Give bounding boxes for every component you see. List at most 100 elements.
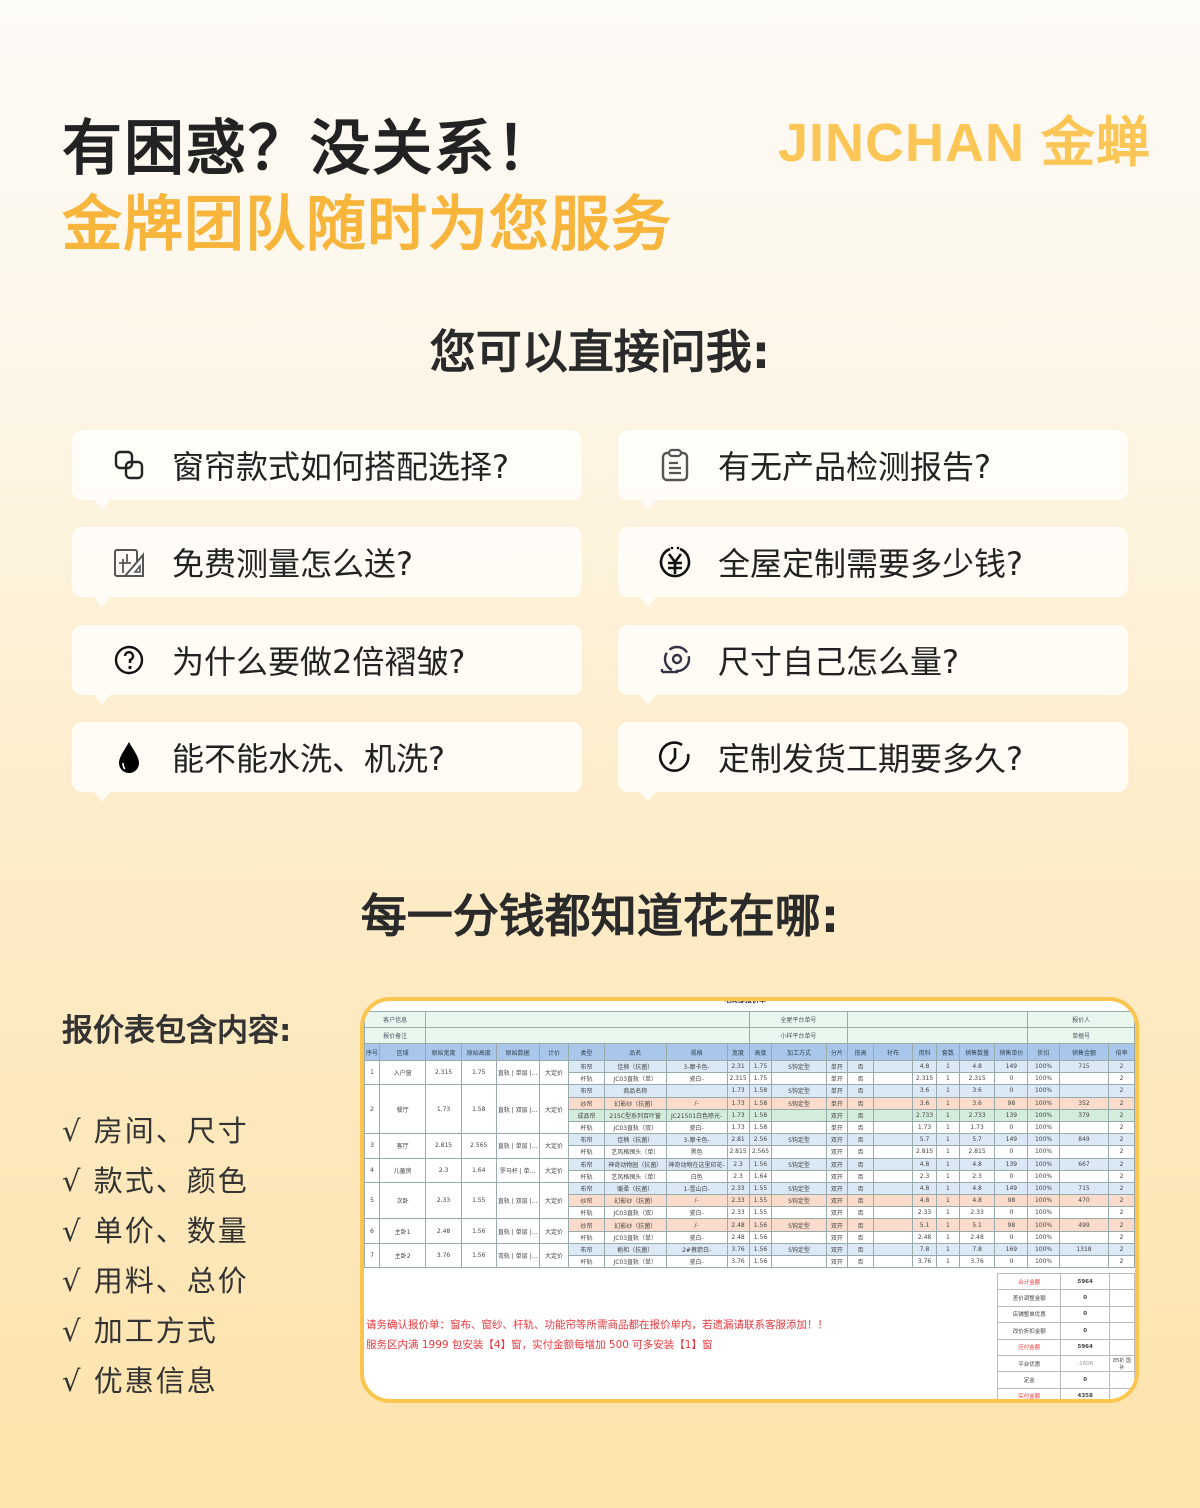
cell: 0: [994, 1084, 1029, 1098]
price-title: 每一分钱都知道花在哪:: [360, 889, 840, 943]
group-h: 1.64: [460, 1157, 497, 1183]
column-header: 原始高度: [460, 1043, 497, 1061]
cell: S钩定型: [771, 1157, 827, 1171]
table-row: 纱帘 幻影纱（抗菌）/- 1.73 1.58 S钩定型 单开否 3.6 1 3.6 98 100% 3…: [365, 1096, 1135, 1110]
column-header: 衬布: [872, 1043, 914, 1061]
cell: 2: [1108, 1133, 1135, 1147]
question-card[interactable]: 免费测量怎么送?: [72, 527, 582, 607]
cell: 双开: [825, 1242, 849, 1257]
cell: 佳楠（抗菌）: [603, 1059, 667, 1074]
group-pricing: 大定价: [538, 1157, 570, 1183]
cell: S钩定型: [771, 1218, 827, 1232]
group-raw: 直轨 | 双层 |...: [495, 1084, 540, 1135]
summary-row: 平台优惠 -1606 85折 国补: [996, 1354, 1135, 1373]
cell: 2.315: [958, 1072, 996, 1086]
question-card[interactable]: 尺寸自己怎么量?: [618, 625, 1128, 705]
cell: 4.8: [958, 1194, 996, 1208]
cell: 2: [1108, 1242, 1135, 1257]
cell: 100%: [1027, 1157, 1060, 1171]
cell: S钩定型: [771, 1194, 827, 1208]
quote-table: 客户信息 全屋平台单号 报价人 报价备注 小样平台单号 单据号 序号 区域 原始宽度 原始高度 原始…: [364, 1011, 1135, 1269]
cell: 2: [1108, 1157, 1135, 1171]
cell: 5.1: [912, 1218, 938, 1232]
info-label: 客户信息: [364, 1011, 427, 1028]
group-h: 1.75: [460, 1059, 497, 1086]
cell: [1058, 1230, 1110, 1244]
group-no: 3: [364, 1133, 381, 1159]
cell: 否: [847, 1120, 874, 1135]
group-h: 1.56: [460, 1242, 497, 1269]
cell: 杆轨: [568, 1145, 605, 1159]
cell: 2.733: [958, 1108, 996, 1122]
cell: 纱帘: [568, 1194, 605, 1208]
cell: S钩定型: [771, 1059, 827, 1074]
cell: 幻影纱（抗菌）: [603, 1218, 667, 1232]
column-header: 类型: [568, 1043, 605, 1061]
question-card[interactable]: 定制发货工期要多久?: [618, 722, 1128, 802]
cell: S钩定型: [771, 1096, 827, 1110]
summary-label: 店铺整单优惠: [996, 1305, 1062, 1324]
cell: 2.33: [726, 1194, 750, 1208]
group-no: 5: [364, 1181, 381, 1220]
cell: 98: [994, 1096, 1029, 1110]
cell: 单开: [825, 1084, 849, 1098]
cell: [771, 1169, 827, 1183]
question-card[interactable]: 有无产品检测报告?: [618, 430, 1128, 510]
cell: 139: [994, 1157, 1029, 1171]
group-pricing: 大定价: [538, 1181, 570, 1220]
cell: 布帘: [568, 1157, 605, 1171]
cell: 2: [1108, 1169, 1135, 1183]
cell: 849: [1058, 1133, 1110, 1147]
group-pricing: 大定价: [538, 1084, 570, 1135]
note-1: 请务确认报价单：窗布、窗纱、杆轨、功能帘等所需商品都在报价单内，若遗漏请联系客服…: [366, 1319, 828, 1331]
summary-row: 应付金额 5964: [996, 1338, 1135, 1356]
cell: 1: [936, 1242, 960, 1257]
cell: 4.8: [958, 1157, 996, 1171]
cell: 470: [1058, 1194, 1110, 1208]
group-pricing: 大定价: [538, 1133, 570, 1159]
cell: 否: [847, 1194, 874, 1208]
info-label: 报价备注: [364, 1027, 427, 1044]
table-row: 2 餐厅 1.73 1.58 直轨 | 双层 |... 大定价 布帘 商品名称 1.73 1.58…: [364, 1084, 1135, 1135]
cell: 1: [936, 1120, 960, 1135]
cell: /-: [665, 1194, 728, 1208]
cell: 2.48: [912, 1230, 938, 1244]
summary-value: 5964: [1060, 1272, 1110, 1291]
question-card[interactable]: 窗帘款式如何搭配选择?: [72, 430, 582, 510]
group-room: 客厅: [379, 1133, 427, 1159]
cell: 2.315: [726, 1072, 750, 1086]
cell: 100%: [1027, 1194, 1060, 1208]
cell: [1058, 1120, 1110, 1135]
cell: 5.1: [958, 1218, 996, 1232]
cell: 4.8: [912, 1059, 938, 1074]
cell: 艺风格囤头（单）: [603, 1145, 667, 1159]
cell: 2.31: [726, 1059, 750, 1074]
cell: 7.8: [958, 1242, 996, 1257]
question-card[interactable]: 全屋定制需要多少钱?: [618, 527, 1128, 607]
cell: 瓷白-: [665, 1072, 728, 1086]
group-room: 餐厅: [379, 1084, 427, 1135]
cell: 2: [1108, 1084, 1135, 1098]
cell: 栀和（抗菌）: [603, 1242, 667, 1257]
question-card[interactable]: 为什么要做2倍褶皱?: [72, 625, 582, 705]
cell: 1: [936, 1084, 960, 1098]
group-h: 1.56: [460, 1218, 497, 1244]
column-header: 品名: [603, 1043, 667, 1061]
cell: JC21501白色喷光-: [665, 1108, 728, 1122]
summary-label: 定金: [996, 1371, 1062, 1389]
info-label: 报价人: [1027, 1011, 1135, 1028]
column-header: 用料: [912, 1043, 938, 1061]
cell: 瓷白-: [665, 1120, 728, 1135]
table-row: 杆轨 JC03直轨（双） 瓷白- 2.33 1.55 双开否 2.33 1 2.33 0 100% 2: [365, 1206, 1135, 1220]
summary-note: [1108, 1305, 1135, 1324]
cell: [872, 1169, 914, 1183]
cell: 100%: [1027, 1254, 1060, 1269]
cell: 1: [936, 1254, 960, 1269]
cell: 双开: [825, 1218, 849, 1232]
contents-title: 报价表包含内容:: [62, 1013, 292, 1049]
cell: 4.8: [912, 1181, 938, 1196]
question-card[interactable]: 能不能水洗、机洗?: [72, 722, 582, 802]
cell: 否: [847, 1108, 874, 1122]
cell: 否: [847, 1157, 874, 1171]
cell: 100%: [1027, 1096, 1060, 1110]
